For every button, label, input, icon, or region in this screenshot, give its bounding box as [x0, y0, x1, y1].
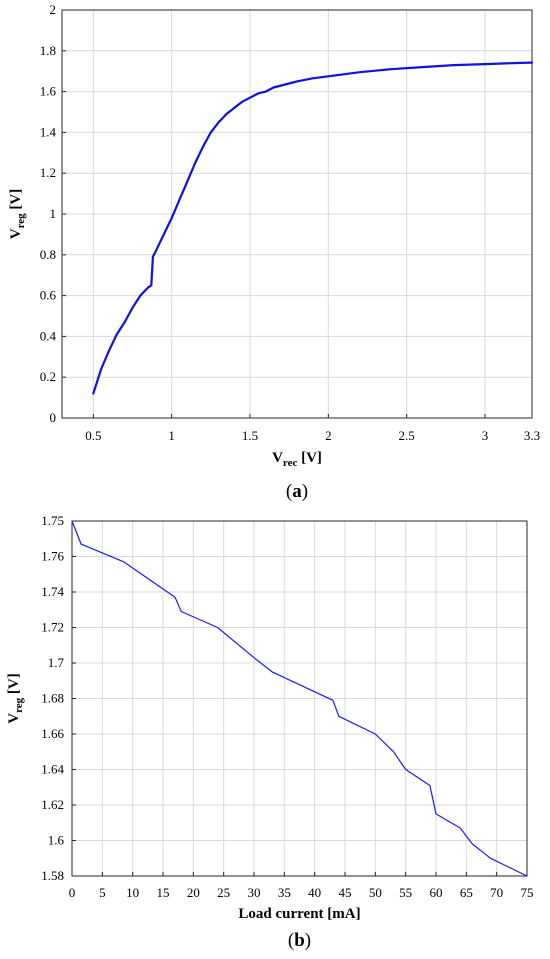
x-tick-label: 2.5 [399, 428, 415, 443]
x-axis-label: Load current [mA] [238, 906, 360, 922]
y-tick-label: 1.68 [41, 691, 64, 706]
x-tick-label: 0.5 [85, 428, 101, 443]
x-tick-label: 2 [325, 428, 332, 443]
x-tick-label: 75 [521, 885, 534, 900]
y-tick-label: 1.75 [41, 513, 64, 528]
x-tick-label: 60 [430, 885, 443, 900]
y-tick-label: 0.2 [40, 369, 56, 384]
x-tick-label: 70 [490, 885, 503, 900]
x-tick-label: 55 [399, 885, 412, 900]
y-tick-label: 0.6 [40, 288, 57, 303]
y-tick-label: 1.72 [41, 620, 64, 635]
x-tick-label: 0 [69, 885, 76, 900]
series-line [92, 61, 534, 395]
y-tick-label: 1.62 [41, 797, 64, 812]
y-tick-label: 1.6 [40, 84, 57, 99]
x-tick-label: 65 [460, 885, 473, 900]
x-axis-label: Vrec [V] [272, 450, 322, 469]
y-tick-label: 1.7 [48, 655, 65, 670]
x-tick-label: 35 [278, 885, 291, 900]
chart-a: 0.5 1 1.5 2 2.5 3 3.3 0 0.2 0.4 0.6 0.8 1 1.2 1.4 1.6 1.… [8, 2, 540, 502]
y-axis-label: Vreg [V] [8, 189, 27, 240]
x-tick-label: 45 [339, 885, 352, 900]
y-axis-label: Vreg [V] [6, 673, 25, 724]
chart-b: 0 5 10 15 20 25 30 35 40 45 50 55 60 65 70 75 1.58 1.6 1.6… [6, 513, 534, 951]
y-tick-label: 1.4 [40, 124, 57, 139]
x-tick-label: 50 [369, 885, 382, 900]
y-tick-label: 1.74 [41, 584, 64, 599]
x-tick-label: 1 [168, 428, 175, 443]
y-tick-label: 1.6 [48, 833, 65, 848]
y-tick-label: 1.76 [41, 549, 64, 564]
y-tick-label: 0.8 [40, 247, 56, 262]
y-tick-label: 0 [50, 410, 57, 425]
panel-label: (a) [286, 481, 308, 502]
y-tick-label: 2 [50, 2, 57, 17]
x-tick-label: 3.3 [524, 428, 540, 443]
x-tick-label: 40 [308, 885, 321, 900]
y-tick-label: 1.58 [41, 868, 64, 883]
series-line [71, 520, 528, 877]
x-tick-label: 5 [99, 885, 106, 900]
x-tick-label: 20 [187, 885, 200, 900]
y-tick-label: 0.4 [40, 328, 57, 343]
x-tick-label: 15 [157, 885, 170, 900]
panel-label: (b) [288, 930, 311, 951]
y-tick-label: 1.2 [40, 165, 56, 180]
x-tick-label: 10 [126, 885, 139, 900]
x-tick-label: 1.5 [242, 428, 258, 443]
y-tick-label: 1.66 [41, 726, 64, 741]
y-tick-label: 1.8 [40, 43, 56, 58]
y-tick-label: 1.64 [41, 762, 64, 777]
y-tick-label: 1 [50, 206, 57, 221]
x-tick-label: 3 [482, 428, 489, 443]
x-tick-label: 30 [248, 885, 261, 900]
x-tick-label: 25 [217, 885, 230, 900]
